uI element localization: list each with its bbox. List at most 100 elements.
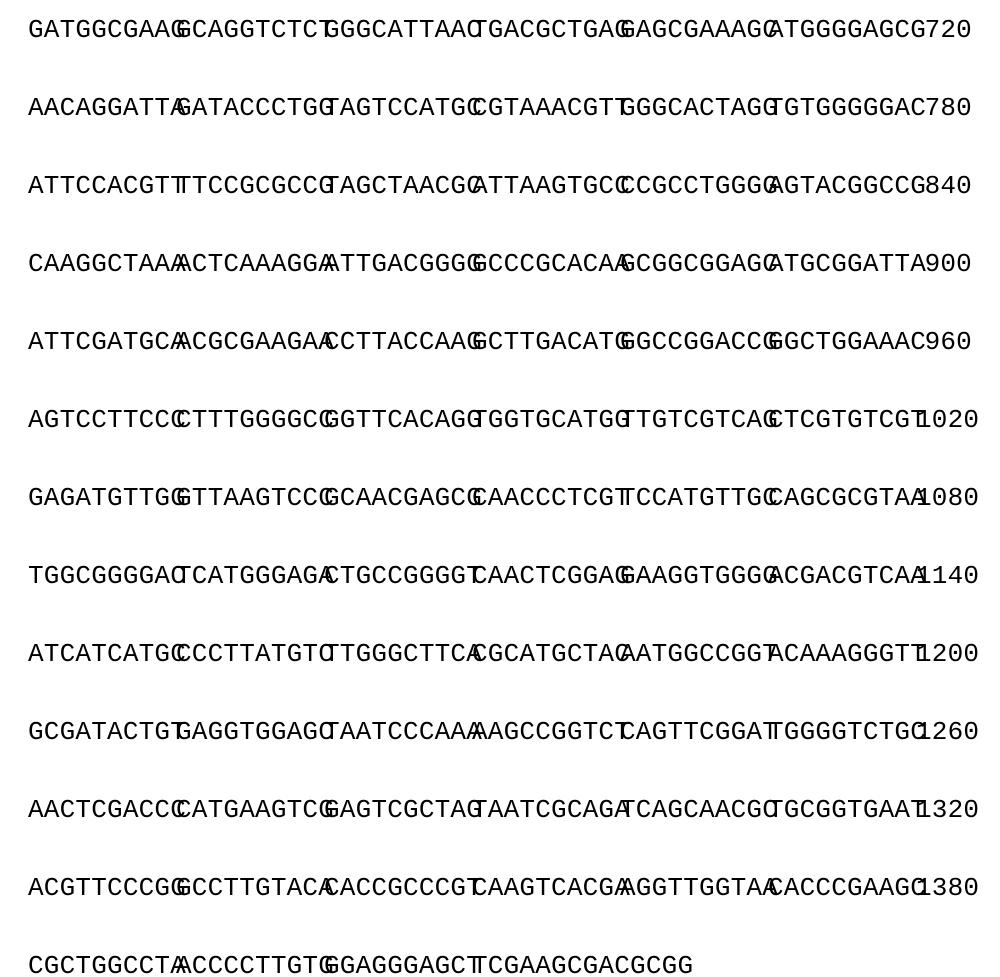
- sequence-row: AACAGGATTAGATACCCTGGTAGTCCATGCCGTAAACGTT…: [28, 93, 980, 123]
- sequence-block: AGTCCTTCCC: [28, 405, 176, 435]
- sequence-block: TCAGCAACGC: [620, 795, 768, 825]
- sequence-block: GAGGTGGAGC: [176, 717, 324, 747]
- position-number: 1380: [916, 873, 972, 903]
- sequence-block: CGCGG: [614, 951, 693, 977]
- sequence-block: ATTGACGGGG: [324, 249, 472, 279]
- sequence-block: AGTACGGCCG: [768, 171, 916, 201]
- sequence-block: GATACCCTGG: [176, 93, 324, 123]
- sequence-block: TTCCGCGCCG: [176, 171, 324, 201]
- sequence-block: TGTGGGGGAC: [768, 93, 916, 123]
- sequence-block: GCCCGCACAA: [472, 249, 620, 279]
- sequence-block: GAGTCGCTAG: [324, 795, 472, 825]
- sequence-block: TAATCGCAGA: [472, 795, 620, 825]
- sequence-block: GGGCATTAAC: [324, 15, 472, 45]
- sequence-block: CACCCGAAGC: [768, 873, 916, 903]
- position-number: 720: [916, 15, 972, 45]
- sequence-row: ATTCCACGTTTTCCGCGCCGTAGCTAACGCATTAAGTGCC…: [28, 171, 980, 201]
- sequence-block: ACGCGAAGAA: [176, 327, 324, 357]
- position-number: 900: [916, 249, 972, 279]
- sequence-block: TTGGGCTTCA: [324, 639, 472, 669]
- position-number: 1020: [916, 405, 972, 435]
- sequence-block: TCCATGTTGC: [620, 483, 768, 513]
- sequence-block: GTTAAGTCCC: [176, 483, 324, 513]
- position-number: 1080: [916, 483, 972, 513]
- position-number: 840: [916, 171, 972, 201]
- sequence-block: ACCCCTTGTG: [176, 951, 324, 977]
- sequence-block: CGCATGCTAC: [472, 639, 620, 669]
- sequence-block: TGGCGGGGAC: [28, 561, 176, 591]
- sequence-block: ACTCAAAGGA: [176, 249, 324, 279]
- sequence-block: CATGAAGTCG: [176, 795, 324, 825]
- sequence-block: GCAACGAGCG: [324, 483, 472, 513]
- sequence-block: TCATGGGAGA: [176, 561, 324, 591]
- sequence-row: TGGCGGGGACTCATGGGAGACTGCCGGGGTCAACTCGGAG…: [28, 561, 980, 591]
- sequence-block: ATTCGATGCA: [28, 327, 176, 357]
- sequence-block: GATGGCGAAG: [28, 15, 176, 45]
- sequence-block: TGCGGTGAAT: [768, 795, 916, 825]
- sequence-block: GCAGGTCTCT: [176, 15, 324, 45]
- sequence-block: AACTCGACCC: [28, 795, 176, 825]
- sequence-block: TAGTCCATGC: [324, 93, 472, 123]
- sequence-block: CAACCCTCGT: [472, 483, 620, 513]
- sequence-block: AATGGCCGGT: [620, 639, 768, 669]
- sequence-block: GCGATACTGT: [28, 717, 176, 747]
- sequence-block: TGGTGCATGG: [472, 405, 620, 435]
- sequence-row: ACGTTCCCGGGCCTTGTACACACCGCCCGTCAAGTCACGA…: [28, 873, 980, 903]
- sequence-block: GGGCACTAGG: [620, 93, 768, 123]
- sequence-block: ATTAAGTGCC: [472, 171, 620, 201]
- sequence-block: GCCTTGTACA: [176, 873, 324, 903]
- sequence-block: GGCTGGAAAC: [768, 327, 916, 357]
- sequence-block: TGACGCTGAG: [472, 15, 620, 45]
- sequence-block: AGGTTGGTAA: [620, 873, 768, 903]
- position-number: 780: [916, 93, 972, 123]
- sequence-row: GATGGCGAAGGCAGGTCTCTGGGCATTAACTGACGCTGAG…: [28, 15, 980, 45]
- sequence-row: ATTCGATGCAACGCGAAGAACCTTACCAAGGCTTGACATG…: [28, 327, 980, 357]
- sequence-row: CGCTGGCCTAACCCCTTGTGGGAGGGAGCTTCGAAGCGAC…: [28, 951, 980, 977]
- sequence-block: CAGTTCGGAT: [620, 717, 768, 747]
- sequence-block: CAAGGCTAAA: [28, 249, 176, 279]
- sequence-block: ACAAAGGGTT: [768, 639, 916, 669]
- sequence-block: CCTTACCAAG: [324, 327, 472, 357]
- sequence-block: GGCCGGACCG: [620, 327, 768, 357]
- sequence-block: TAGCTAACGC: [324, 171, 472, 201]
- position-number: 1320: [916, 795, 972, 825]
- position-number: 1200: [916, 639, 972, 669]
- sequence-block: AACAGGATTA: [28, 93, 176, 123]
- sequence-block: GAGATGTTGG: [28, 483, 176, 513]
- sequence-block: ACGACGTCAA: [768, 561, 916, 591]
- sequence-block: CCGCCTGGGG: [620, 171, 768, 201]
- sequence-listing: GATGGCGAAGGCAGGTCTCTGGGCATTAACTGACGCTGAG…: [0, 0, 1000, 977]
- sequence-block: GGAGGGAGCT: [324, 951, 472, 977]
- sequence-block: ACGTTCCCGG: [28, 873, 176, 903]
- position-number: 1260: [916, 717, 972, 747]
- sequence-block: CGTAAACGTT: [472, 93, 620, 123]
- sequence-block: CAGCGCGTAA: [768, 483, 916, 513]
- sequence-block: CCCTTATGTC: [176, 639, 324, 669]
- sequence-block: CAACTCGGAG: [472, 561, 620, 591]
- sequence-block: TAATCCCAAA: [324, 717, 472, 747]
- sequence-block: TGGGGTCTGC: [768, 717, 916, 747]
- sequence-block: TTGTCGTCAG: [620, 405, 768, 435]
- sequence-block: AAGCCGGTCT: [472, 717, 620, 747]
- position-number: 960: [916, 327, 972, 357]
- sequence-row: CAAGGCTAAAACTCAAAGGAATTGACGGGGGCCCGCACAA…: [28, 249, 980, 279]
- sequence-block: TCGAAGCGA: [472, 951, 614, 977]
- sequence-row: AGTCCTTCCCCTTTGGGGCCGGTTCACAGGTGGTGCATGG…: [28, 405, 980, 435]
- sequence-block: GAGCGAAAGC: [620, 15, 768, 45]
- sequence-block: GCTTGACATG: [472, 327, 620, 357]
- sequence-block: ATGGGGAGCG: [768, 15, 916, 45]
- sequence-block: CACCGCCCGT: [324, 873, 472, 903]
- sequence-block: CTCGTGTCGT: [768, 405, 916, 435]
- sequence-block: CAAGTCACGA: [472, 873, 620, 903]
- sequence-block: GCGGCGGAGC: [620, 249, 768, 279]
- position-number: 1140: [916, 561, 972, 591]
- sequence-block: CTTTGGGGCC: [176, 405, 324, 435]
- sequence-row: GCGATACTGTGAGGTGGAGCTAATCCCAAAAAGCCGGTCT…: [28, 717, 980, 747]
- sequence-block: GGTTCACAGG: [324, 405, 472, 435]
- sequence-block: ATCATCATGC: [28, 639, 176, 669]
- sequence-block: ATTCCACGTT: [28, 171, 176, 201]
- sequence-block: CTGCCGGGGT: [324, 561, 472, 591]
- sequence-row: AACTCGACCCCATGAAGTCGGAGTCGCTAGTAATCGCAGA…: [28, 795, 980, 825]
- sequence-row: GAGATGTTGGGTTAAGTCCCGCAACGAGCGCAACCCTCGT…: [28, 483, 980, 513]
- sequence-block: CGCTGGCCTA: [28, 951, 176, 977]
